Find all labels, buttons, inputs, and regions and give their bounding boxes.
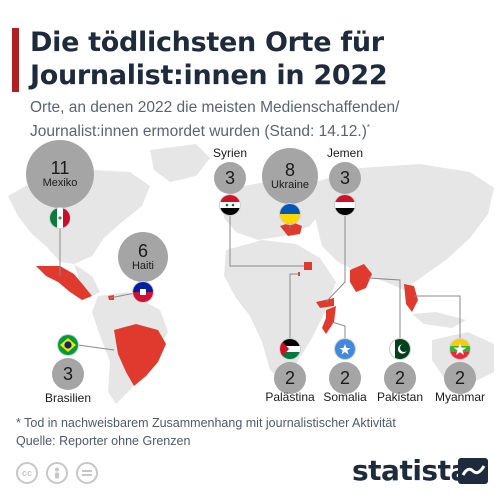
land-africa <box>224 240 336 380</box>
world-map <box>8 144 494 404</box>
leader-myanmar <box>414 295 461 354</box>
leader-yemen <box>325 210 346 303</box>
value-brazil: 3 <box>62 364 73 384</box>
somalia-flag-icon <box>335 339 355 359</box>
syria-flag-icon <box>220 195 240 215</box>
bubble-palestine: 2 <box>274 362 306 394</box>
leader-lines <box>59 210 461 356</box>
country-somalia <box>322 306 336 334</box>
value-haiti: 6 <box>137 240 148 261</box>
footnote-block: * Tod in nachweisbarem Zusammenhang mit … <box>16 414 396 450</box>
yemen-flag-icon <box>335 195 355 215</box>
country-syria <box>304 262 312 270</box>
haiti-flag-icon <box>133 282 153 302</box>
country-yemen <box>316 298 334 308</box>
cc-license-icon[interactable]: cc <box>16 462 38 484</box>
chart-title: Die tödlichsten Orte für Journalist:inne… <box>30 26 490 92</box>
palestine-flag-icon <box>280 339 300 359</box>
mexico-flag-icon <box>50 208 70 228</box>
value-myanmar: 2 <box>454 368 465 388</box>
leader-syria <box>229 210 304 267</box>
label-mexico: Mexiko <box>42 176 78 189</box>
footnote: * Tod in nachweisbarem Zusammenhang mit … <box>16 416 396 430</box>
title-line-1: Die tödlichsten Orte für <box>30 27 384 58</box>
label-ukraine: Ukraine <box>271 178 309 191</box>
no-derivatives-icon[interactable] <box>76 462 98 484</box>
label-brazil: Brasilien <box>44 391 92 405</box>
country-brazil <box>114 324 166 386</box>
bubble-myanmar: 2 <box>444 362 476 394</box>
label-yemen: Jemen <box>326 146 364 160</box>
value-somalia: 2 <box>339 368 350 388</box>
chart-subtitle: Orte, an denen 2022 die meisten Mediensc… <box>30 98 490 142</box>
bubble-ukraine: 8 Ukraine <box>262 148 318 204</box>
country-ukraine <box>280 222 302 236</box>
country-myanmar <box>404 284 418 312</box>
land-masses <box>8 144 494 404</box>
source: Quelle: Reporter ohne Grenzen <box>16 434 191 448</box>
statista-logo-text[interactable]: statista <box>352 454 469 487</box>
label-pakistan: Pakistan <box>376 390 424 404</box>
land-asia <box>310 164 494 290</box>
attribution-icon[interactable] <box>46 462 68 484</box>
brazil-flag-icon <box>58 335 78 355</box>
bubble-pakistan: 2 <box>384 362 416 394</box>
label-myanmar: Myanmar <box>434 390 485 404</box>
country-mexico <box>36 266 92 300</box>
subtitle-footnote-mark: * <box>366 123 371 132</box>
label-haiti: Haiti <box>131 259 154 272</box>
title-line-2: Journalist:innen in 2022 <box>30 60 388 91</box>
land-central-america <box>74 264 100 296</box>
leader-brazil <box>77 344 115 351</box>
value-yemen: 3 <box>339 168 350 188</box>
pakistan-flag-icon <box>390 339 410 359</box>
title-accent-bar <box>12 28 19 92</box>
statista-logo-icon[interactable] <box>458 458 488 484</box>
bubble-somalia: 2 <box>329 362 361 394</box>
bubble-syria: 3 <box>214 162 246 194</box>
bubble-brazil: 3 <box>52 358 84 390</box>
highlighted-countries <box>36 222 418 386</box>
myanmar-flag-icon <box>450 339 470 359</box>
value-ukraine: 8 <box>284 159 295 180</box>
bubble-yemen: 3 <box>329 162 361 194</box>
value-mexico: 11 <box>50 157 70 178</box>
leader-palestine <box>289 273 299 356</box>
land-indonesia <box>412 312 466 328</box>
label-palestine: Palästina <box>265 390 315 404</box>
bubble-mexico: 11 Mexiko <box>26 140 94 208</box>
country-pakistan <box>350 264 372 292</box>
subtitle-line-1: Orte, an denen 2022 die meisten Mediensc… <box>30 99 400 116</box>
label-syria: Syrien <box>212 146 247 160</box>
value-syria: 3 <box>224 168 235 188</box>
land-greenland <box>150 144 210 182</box>
ukraine-flag-icon <box>280 204 300 224</box>
value-pakistan: 2 <box>394 368 405 388</box>
leader-pakistan <box>367 277 401 354</box>
value-palestine: 2 <box>284 368 295 388</box>
bubble-haiti: 6 Haiti <box>118 232 168 282</box>
subtitle-line-2: Journalist:innen ermordet wurden (Stand:… <box>30 123 371 141</box>
label-somalia: Somalia <box>323 390 367 404</box>
